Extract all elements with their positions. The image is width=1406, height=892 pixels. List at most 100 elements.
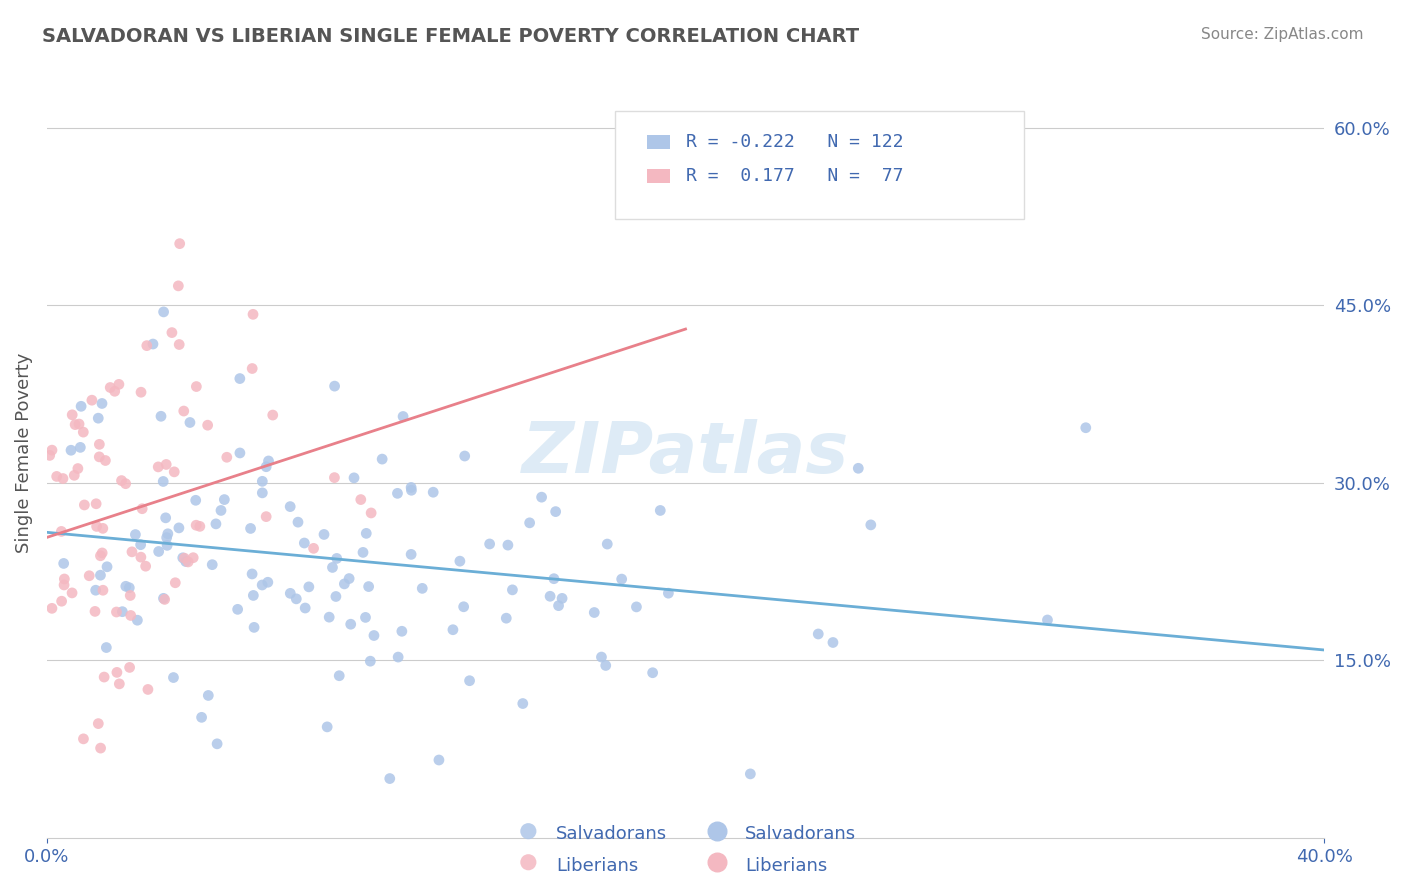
Salvadorans xyxy=(339,617,361,632)
Salvadorans xyxy=(242,589,264,603)
Salvadorans xyxy=(1074,421,1097,435)
Salvadorans xyxy=(209,503,232,517)
Liberians xyxy=(89,549,111,563)
Salvadorans xyxy=(114,579,136,593)
Salvadorans xyxy=(547,599,569,613)
Liberians xyxy=(129,550,152,565)
Liberians xyxy=(41,443,63,458)
Salvadorans xyxy=(650,503,672,517)
Salvadorans xyxy=(610,572,633,586)
Salvadorans xyxy=(328,669,350,683)
Salvadorans xyxy=(352,545,374,559)
Liberians xyxy=(66,461,89,475)
Liberians xyxy=(302,541,325,556)
Salvadorans xyxy=(544,505,567,519)
Salvadorans xyxy=(337,572,360,586)
Salvadorans xyxy=(454,449,477,463)
Liberians xyxy=(177,555,200,569)
Liberians xyxy=(53,572,76,586)
Salvadorans xyxy=(226,602,249,616)
Liberians xyxy=(188,519,211,533)
Liberians xyxy=(63,417,86,432)
Liberians xyxy=(262,408,284,422)
Salvadorans xyxy=(441,623,464,637)
Salvadorans xyxy=(387,486,409,500)
Liberians xyxy=(129,385,152,400)
Salvadorans xyxy=(326,551,349,566)
Salvadorans xyxy=(129,538,152,552)
Salvadorans xyxy=(252,486,274,500)
Salvadorans xyxy=(155,511,177,525)
Salvadorans xyxy=(551,591,574,606)
Liberians xyxy=(120,608,142,623)
Salvadorans xyxy=(641,665,664,680)
Liberians xyxy=(323,470,346,484)
Salvadorans xyxy=(363,628,385,642)
Text: SALVADORAN VS LIBERIAN SINGLE FEMALE POVERTY CORRELATION CHART: SALVADORAN VS LIBERIAN SINGLE FEMALE POV… xyxy=(42,27,859,45)
Salvadorans xyxy=(501,582,523,597)
Salvadorans xyxy=(357,580,380,594)
Salvadorans xyxy=(152,475,174,489)
Liberians xyxy=(163,465,186,479)
Liberians xyxy=(89,450,111,464)
Salvadorans xyxy=(257,454,280,468)
Liberians xyxy=(131,501,153,516)
Y-axis label: Single Female Poverty: Single Female Poverty xyxy=(15,353,32,553)
Salvadorans xyxy=(240,566,263,581)
Liberians xyxy=(120,589,142,603)
Salvadorans xyxy=(354,610,377,624)
Salvadorans xyxy=(156,538,179,552)
Legend: Salvadorans, Liberians, Salvadorans, Liberians: Salvadorans, Liberians, Salvadorans, Lib… xyxy=(508,815,863,883)
Liberians xyxy=(135,338,157,352)
Salvadorans xyxy=(285,591,308,606)
Liberians xyxy=(77,568,100,582)
Liberians xyxy=(169,236,191,251)
Liberians xyxy=(254,509,277,524)
Salvadorans xyxy=(162,671,184,685)
Salvadorans xyxy=(142,337,165,351)
Salvadorans xyxy=(111,605,134,619)
Salvadorans xyxy=(292,536,315,550)
Liberians xyxy=(160,326,183,340)
Liberians xyxy=(108,677,131,691)
Salvadorans xyxy=(538,589,561,603)
Salvadorans xyxy=(449,554,471,568)
Salvadorans xyxy=(359,654,381,668)
Salvadorans xyxy=(595,658,617,673)
Salvadorans xyxy=(167,521,190,535)
Salvadorans xyxy=(519,516,541,530)
Liberians xyxy=(165,575,187,590)
Liberians xyxy=(41,601,63,615)
Salvadorans xyxy=(356,526,378,541)
Liberians xyxy=(105,605,128,619)
Salvadorans xyxy=(427,753,450,767)
Salvadorans xyxy=(205,516,228,531)
Salvadorans xyxy=(152,305,174,319)
Salvadorans xyxy=(184,493,207,508)
Salvadorans xyxy=(156,531,179,545)
Salvadorans xyxy=(69,441,91,455)
Salvadorans xyxy=(124,527,146,541)
Salvadorans xyxy=(657,586,679,600)
Salvadorans xyxy=(172,550,194,565)
Salvadorans xyxy=(333,577,356,591)
FancyBboxPatch shape xyxy=(647,169,671,183)
Liberians xyxy=(98,380,121,394)
Liberians xyxy=(91,521,114,535)
Salvadorans xyxy=(478,537,501,551)
Liberians xyxy=(67,417,90,431)
Salvadorans xyxy=(371,452,394,467)
Salvadorans xyxy=(323,379,346,393)
Salvadorans xyxy=(626,599,648,614)
FancyBboxPatch shape xyxy=(616,111,1024,219)
Salvadorans xyxy=(422,485,444,500)
Salvadorans xyxy=(530,490,553,504)
Salvadorans xyxy=(118,581,141,595)
Liberians xyxy=(110,474,132,488)
Liberians xyxy=(114,476,136,491)
Liberians xyxy=(186,518,208,533)
Salvadorans xyxy=(821,635,844,649)
Salvadorans xyxy=(70,399,93,413)
Salvadorans xyxy=(214,492,236,507)
Liberians xyxy=(90,741,112,756)
